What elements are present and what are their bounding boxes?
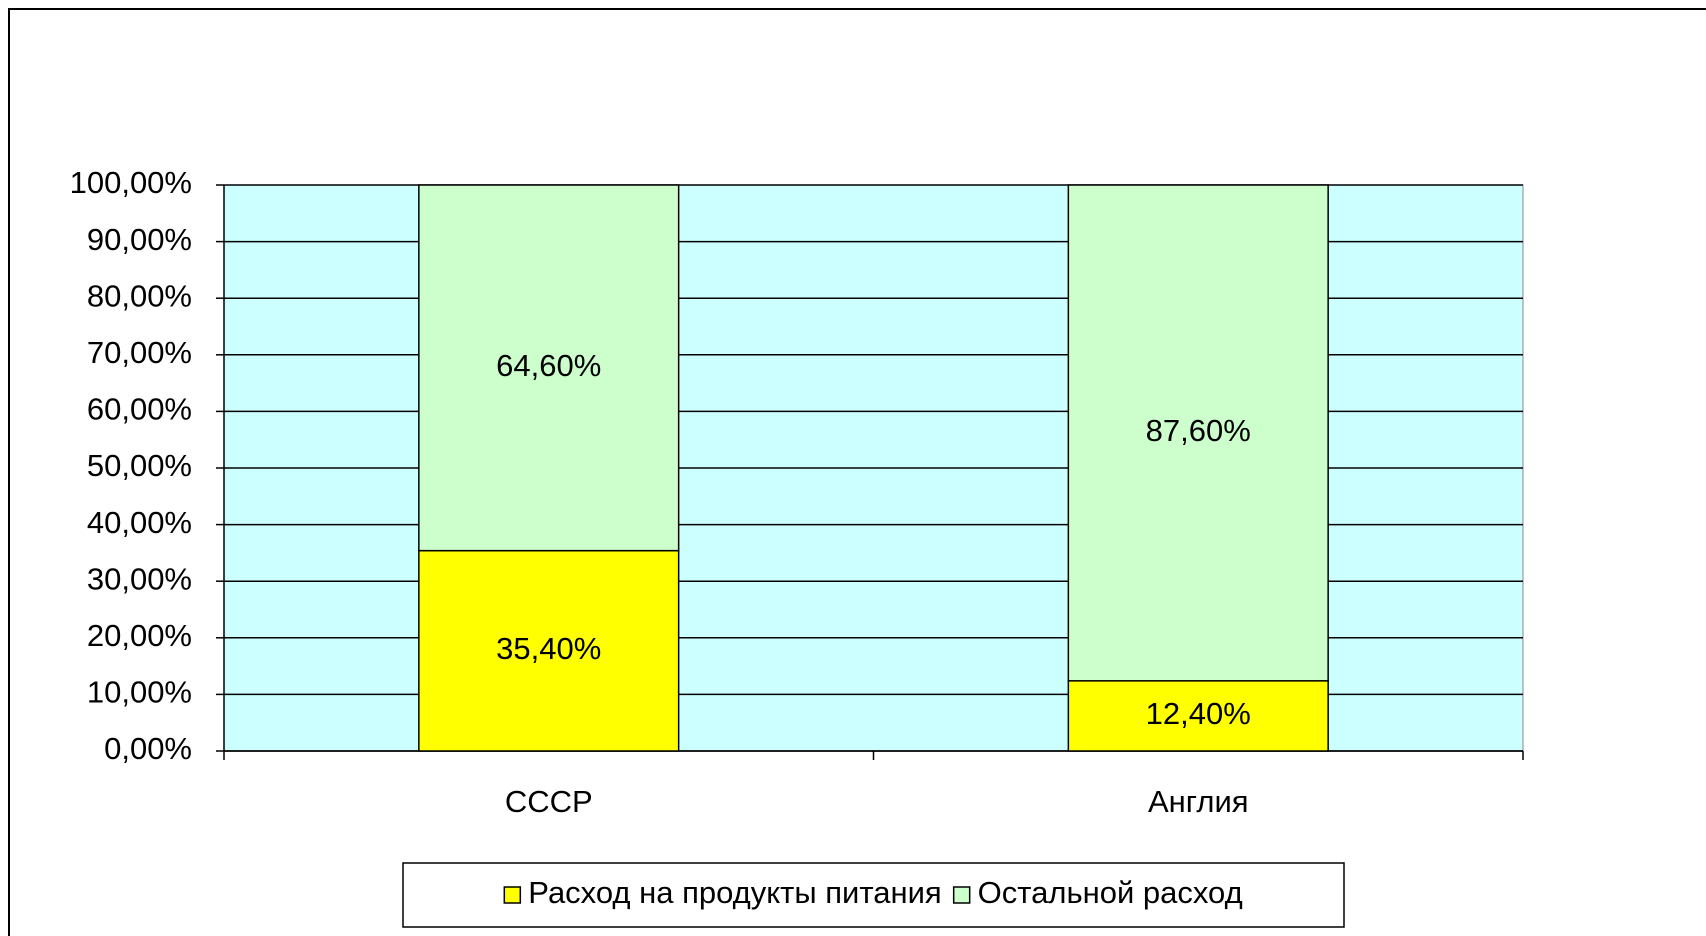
legend-swatch bbox=[503, 886, 522, 904]
y-tick-label: 100,00% bbox=[70, 165, 192, 200]
data-label: 87,60% bbox=[1146, 413, 1251, 448]
y-tick-label: 20,00% bbox=[87, 618, 192, 653]
y-tick-label: 10,00% bbox=[87, 675, 192, 710]
x-tick-label: Англия bbox=[1148, 784, 1249, 819]
bar-segment bbox=[1067, 680, 1329, 752]
y-tick-label: 50,00% bbox=[87, 448, 192, 483]
y-tick-label: 60,00% bbox=[87, 392, 192, 427]
legend-swatch bbox=[952, 886, 971, 904]
y-tick-label: 80,00% bbox=[87, 278, 192, 313]
legend-label: Остальной расход bbox=[978, 875, 1243, 910]
data-label: 64,60% bbox=[496, 348, 601, 383]
y-tick-label: 40,00% bbox=[87, 505, 192, 540]
y-tick-label: 90,00% bbox=[87, 222, 192, 257]
y-tick-label: 70,00% bbox=[87, 335, 192, 370]
legend-label: Расход на продукты питания bbox=[528, 875, 941, 910]
bar-segment bbox=[418, 184, 680, 552]
bar-segment bbox=[1067, 184, 1329, 682]
legend bbox=[402, 862, 1345, 928]
y-tick-label: 0,00% bbox=[104, 731, 192, 766]
data-label: 12,40% bbox=[1146, 696, 1251, 731]
data-label: 35,40% bbox=[496, 631, 601, 666]
y-tick-label: 30,00% bbox=[87, 561, 192, 596]
x-tick-label: СССР bbox=[505, 784, 593, 819]
